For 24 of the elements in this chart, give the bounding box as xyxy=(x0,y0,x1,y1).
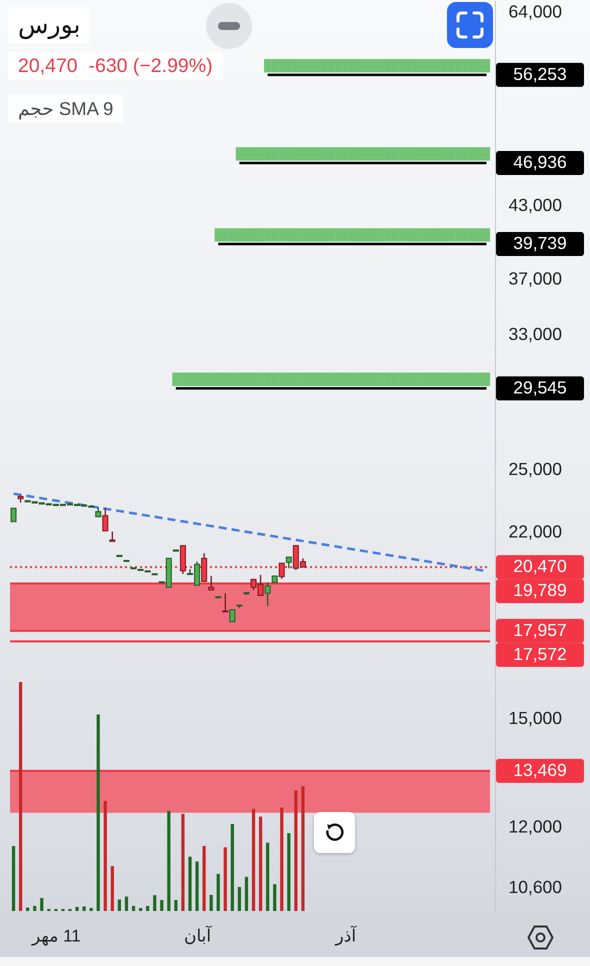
y-tick-label: 33,000 xyxy=(508,324,562,344)
chart-title: بورس xyxy=(8,7,90,43)
y-tick-label: 37,000 xyxy=(508,268,562,288)
data-label: 56,253 xyxy=(513,64,567,84)
ref-line-label: 19,789 xyxy=(513,580,567,600)
ref-line-label: 20,470 xyxy=(513,556,568,576)
data-label: 29,545 xyxy=(513,377,567,398)
y-tick-label: 12,000 xyxy=(508,816,562,837)
data-label: 46,936 xyxy=(513,152,567,172)
y-tick-label: 25,000 xyxy=(508,459,562,480)
ref-line-label: 13,469 xyxy=(513,760,567,780)
data-label: 39,739 xyxy=(513,233,567,254)
x-tick-label: آبان xyxy=(184,926,212,946)
y-tick-label: 10,600 xyxy=(508,877,562,898)
x-tick-label: 11 مهر xyxy=(31,926,81,946)
ref-line-label: 17,957 xyxy=(513,620,567,640)
y-tick-label: 43,000 xyxy=(508,195,562,216)
ref-line-label: 17,572 xyxy=(513,644,567,664)
y-tick-label: 22,000 xyxy=(508,521,562,542)
text: 20,470 -630 (−2.99%) xyxy=(8,52,223,80)
y-tick-label: 64,000 xyxy=(508,2,562,22)
y-tick-label: 15,000 xyxy=(508,708,562,728)
annotation: حجم SMA 9 xyxy=(8,95,124,123)
x-tick-label: آذر xyxy=(334,926,358,946)
